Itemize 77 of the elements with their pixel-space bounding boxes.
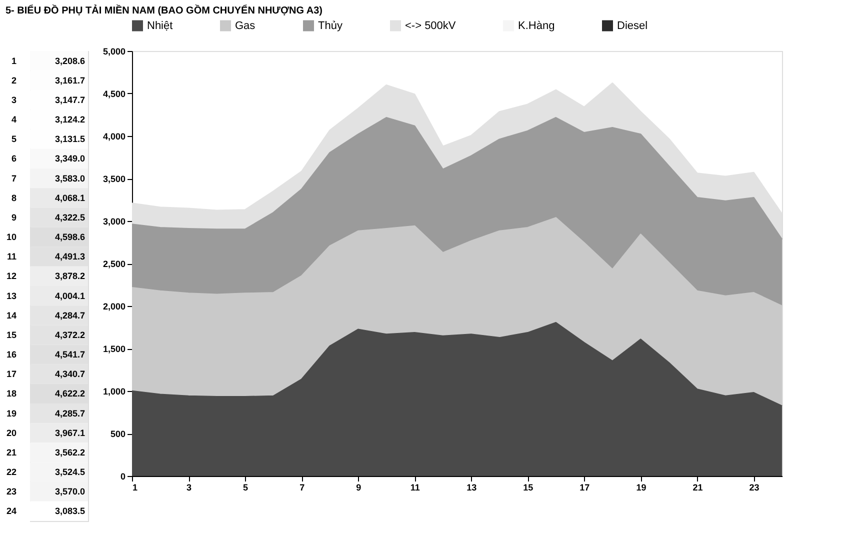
data-label: 4,284.7 <box>54 310 85 320</box>
y-tick-label: 11 <box>6 252 16 262</box>
data-label: 3,967.1 <box>54 428 85 438</box>
y-tick-label: 500 <box>110 429 126 439</box>
y-tick-label: 0 <box>120 472 126 482</box>
data-label: 4,491.3 <box>54 252 85 262</box>
y-tick-label: 2,500 <box>102 259 126 269</box>
data-label: 3,161.7 <box>54 75 85 86</box>
y-tick-label: 2 <box>11 75 16 86</box>
y-tick-label: 3 <box>11 94 16 105</box>
y-tick-label: 12 <box>6 271 16 282</box>
data-label: 4,622.2 <box>54 388 85 399</box>
data-label: 3,524.5 <box>54 467 85 478</box>
legend-label: K.Hàng <box>518 20 555 32</box>
data-label: 3,878.2 <box>54 271 85 282</box>
y-tick-label: 15 <box>6 330 16 340</box>
x-tick-label: 17 <box>580 482 590 492</box>
x-tick-label: 23 <box>749 482 760 492</box>
y-tick-label: 1,000 <box>102 386 126 396</box>
x-tick-label: 19 <box>636 482 646 492</box>
data-label: 3,147.7 <box>54 94 85 105</box>
y-tick-label: 20 <box>6 428 16 438</box>
x-tick-label: 21 <box>692 482 703 492</box>
data-label: 4,340.7 <box>54 369 85 380</box>
y-tick-label: 22 <box>6 467 16 478</box>
data-label: 3,583.0 <box>54 173 85 184</box>
data-label: 4,004.1 <box>54 290 85 301</box>
legend-label: Nhiệt <box>147 20 173 32</box>
data-label: 4,598.6 <box>54 232 85 242</box>
legend-label: Diesel <box>617 20 648 32</box>
y-tick-label: 19 <box>6 408 16 418</box>
x-tick-label: 9 <box>356 482 362 492</box>
data-label: 3,349.0 <box>54 154 85 164</box>
data-label: 3,570.0 <box>54 486 85 497</box>
data-label: 3,562.2 <box>54 447 85 458</box>
y-tick-label: 3,000 <box>102 216 126 226</box>
x-tick-label: 15 <box>523 482 534 492</box>
data-label: 3,083.5 <box>54 506 85 516</box>
data-label: 4,372.2 <box>54 330 85 340</box>
data-label: 3,124.2 <box>54 114 85 125</box>
x-tick-label: 5 <box>243 482 248 492</box>
y-tick-label: 5 <box>11 134 16 144</box>
legend-label: <-> 500kV <box>405 20 456 32</box>
y-tick-label: 1 <box>11 56 16 66</box>
y-tick-label: 10 <box>6 232 16 242</box>
x-tick-label: 1 <box>132 482 138 492</box>
y-tick-label: 7 <box>11 173 16 184</box>
y-tick-label: 1,500 <box>102 344 126 354</box>
data-label: 4,541.7 <box>54 350 85 360</box>
y-tick-label: 24 <box>6 506 16 516</box>
legend-label: Thủy <box>318 20 343 32</box>
data-label: 4,322.5 <box>54 212 85 222</box>
data-label: 4,285.7 <box>54 408 85 418</box>
x-tick-label: 13 <box>466 482 477 492</box>
x-tick-label: 7 <box>300 482 305 492</box>
y-tick-label: 2,000 <box>102 302 126 312</box>
y-tick-label: 6 <box>11 154 16 164</box>
y-tick-label: 13 <box>6 290 16 301</box>
x-tick-label: 11 <box>410 482 420 492</box>
legend-label: Gas <box>235 20 256 32</box>
y-tick-label: 8 <box>11 192 16 203</box>
y-tick-label: 4 <box>11 114 16 125</box>
y-tick-label: 14 <box>6 310 16 320</box>
y-tick-label: 17 <box>6 369 16 380</box>
y-tick-label: 9 <box>11 212 16 222</box>
data-label: 4,068.1 <box>54 192 85 203</box>
x-tick-label: 3 <box>186 482 192 492</box>
y-tick-label: 16 <box>6 350 16 360</box>
data-label: 3,131.5 <box>54 134 85 144</box>
y-tick-label: 21 <box>6 447 16 458</box>
chart-title: 5- BIỂU ĐỒ PHỤ TẢI MIỀN NAM (BAO GỒM CHUYỂN NHƯỢNG A3) <box>5 4 323 16</box>
y-tick-label: 4,000 <box>102 132 126 142</box>
y-tick-label: 18 <box>6 388 16 399</box>
data-label: 3,208.6 <box>54 56 85 66</box>
y-tick-label: 3,500 <box>102 174 126 184</box>
y-tick-label: 4,500 <box>102 89 126 99</box>
y-tick-label: 5,000 <box>102 46 126 56</box>
